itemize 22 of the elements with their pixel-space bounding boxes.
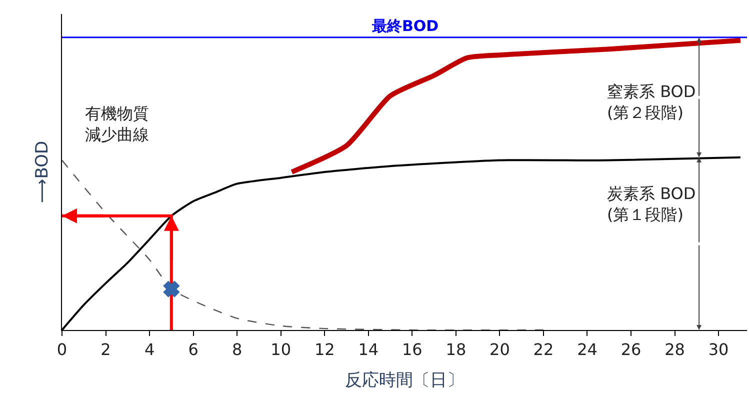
x-tick-label: 10 (270, 340, 292, 360)
annotation: 炭素系 BOD (第１段階) (607, 184, 696, 224)
x-tick-label: 14 (358, 340, 379, 360)
annotation: 窒素系 BOD (第２段階) (607, 82, 696, 122)
x-tick-label: 4 (144, 340, 155, 360)
x-tick-label: 12 (314, 340, 335, 360)
x-tick-label: 26 (620, 340, 642, 360)
y-axis-title: ⟶BOD (32, 140, 53, 204)
x-tick-label: 22 (533, 340, 554, 360)
x-tick-label: 24 (577, 340, 598, 360)
x-tick-label: 2 (100, 340, 111, 360)
x-tick-label: 16 (402, 340, 422, 360)
annotation: 有機物質減少曲線 (85, 104, 149, 144)
x-tick-label: 28 (664, 340, 685, 360)
x-tick-label: 20 (490, 340, 510, 360)
series-label: 最終BOD (371, 17, 439, 35)
x-tick-label: 0 (56, 340, 68, 360)
x-axis-title: 反応時間〔日〕 (345, 370, 464, 391)
x-tick-label: 8 (232, 340, 242, 360)
x-tick-label: 6 (188, 340, 198, 360)
x-tick-label: 30 (708, 340, 729, 360)
x-tick-label: 18 (446, 340, 466, 360)
